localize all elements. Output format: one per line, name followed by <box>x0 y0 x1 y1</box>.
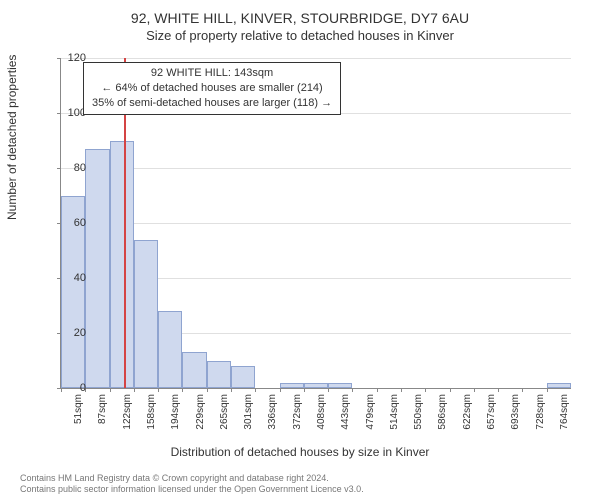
xtick-label: 301sqm <box>243 394 254 444</box>
xtick-label: 693sqm <box>510 394 521 444</box>
histogram-bar <box>328 383 352 389</box>
footer-line1: Contains HM Land Registry data © Crown c… <box>20 473 364 485</box>
footer-attribution: Contains HM Land Registry data © Crown c… <box>20 473 364 496</box>
xtick-mark <box>134 388 135 392</box>
xtick-mark <box>547 388 548 392</box>
xtick-label: 158sqm <box>146 394 157 444</box>
xtick-mark <box>450 388 451 392</box>
ytick-label: 80 <box>56 162 86 174</box>
xtick-mark <box>328 388 329 392</box>
xtick-label: 586sqm <box>437 394 448 444</box>
footer-line2: Contains public sector information licen… <box>20 484 364 496</box>
xtick-label: 372sqm <box>292 394 303 444</box>
histogram-bar <box>158 311 182 388</box>
xtick-mark <box>158 388 159 392</box>
xtick-mark <box>352 388 353 392</box>
xtick-label: 194sqm <box>170 394 181 444</box>
annotation-box: 92 WHITE HILL: 143sqm← 64% of detached h… <box>83 62 341 115</box>
histogram-bar <box>85 149 109 388</box>
histogram-bar <box>207 361 231 389</box>
xtick-label: 622sqm <box>462 394 473 444</box>
xtick-mark <box>182 388 183 392</box>
xtick-mark <box>110 388 111 392</box>
ytick-label: 60 <box>56 217 86 229</box>
ytick-label: 20 <box>56 327 86 339</box>
xtick-mark <box>425 388 426 392</box>
xtick-mark <box>280 388 281 392</box>
xtick-label: 657sqm <box>486 394 497 444</box>
xtick-label: 87sqm <box>97 394 108 444</box>
xtick-label: 265sqm <box>219 394 230 444</box>
xtick-mark <box>231 388 232 392</box>
annotation-line1: 92 WHITE HILL: 143sqm <box>92 66 332 81</box>
xtick-mark <box>498 388 499 392</box>
histogram-bar <box>182 352 206 388</box>
gridline <box>61 223 571 224</box>
xtick-mark <box>401 388 402 392</box>
xtick-label: 514sqm <box>389 394 400 444</box>
xtick-label: 122sqm <box>122 394 133 444</box>
histogram-bar <box>110 141 134 389</box>
chart-plot-area: 51sqm87sqm122sqm158sqm194sqm229sqm265sqm… <box>60 58 571 389</box>
xtick-mark <box>474 388 475 392</box>
annotation-line2: ← 64% of detached houses are smaller (21… <box>92 81 332 96</box>
histogram-bar <box>231 366 255 388</box>
ytick-label: 0 <box>56 382 86 394</box>
x-axis-label: Distribution of detached houses by size … <box>0 445 600 459</box>
xtick-label: 728sqm <box>535 394 546 444</box>
ytick-label: 40 <box>56 272 86 284</box>
gridline <box>61 58 571 59</box>
histogram-bar <box>547 383 571 389</box>
xtick-label: 550sqm <box>413 394 424 444</box>
xtick-label: 408sqm <box>316 394 327 444</box>
xtick-label: 764sqm <box>559 394 570 444</box>
gridline <box>61 168 571 169</box>
xtick-mark <box>304 388 305 392</box>
histogram-bar <box>304 383 328 389</box>
ytick-label: 120 <box>56 52 86 64</box>
xtick-label: 336sqm <box>267 394 278 444</box>
xtick-mark <box>207 388 208 392</box>
xtick-mark <box>522 388 523 392</box>
xtick-label: 51sqm <box>73 394 84 444</box>
xtick-label: 229sqm <box>195 394 206 444</box>
chart-title-desc: Size of property relative to detached ho… <box>0 26 600 43</box>
histogram-bar <box>134 240 158 389</box>
xtick-label: 443sqm <box>340 394 351 444</box>
xtick-label: 479sqm <box>365 394 376 444</box>
chart-title-address: 92, WHITE HILL, KINVER, STOURBRIDGE, DY7… <box>0 0 600 26</box>
xtick-mark <box>377 388 378 392</box>
xtick-mark <box>255 388 256 392</box>
ytick-label: 100 <box>56 107 86 119</box>
annotation-line3: 35% of semi-detached houses are larger (… <box>92 96 332 111</box>
histogram-bar <box>280 383 304 389</box>
y-axis-label: Number of detached properties <box>5 55 19 220</box>
